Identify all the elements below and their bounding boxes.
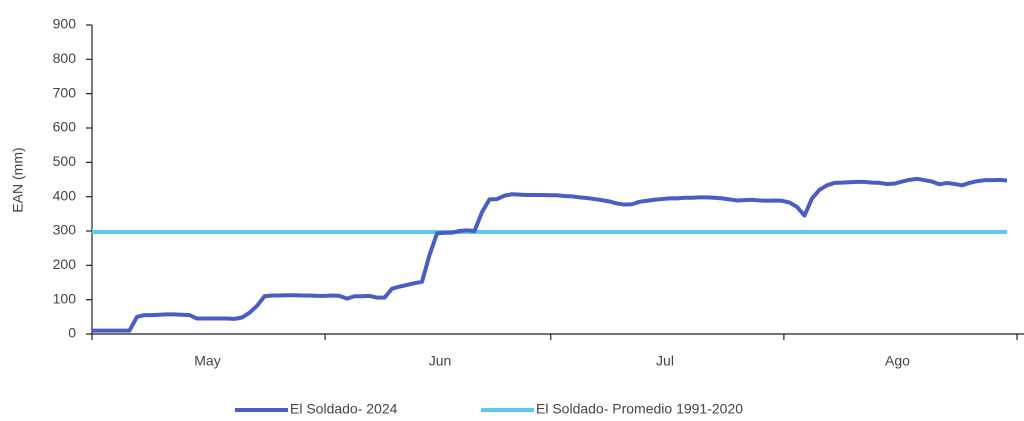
y-tick-label: 900 <box>53 16 77 32</box>
legend-label: El Soldado- 2024 <box>290 401 398 417</box>
y-tick-label: 400 <box>53 187 77 203</box>
x-tick-label: Ago <box>885 353 910 369</box>
y-tick-label: 700 <box>53 84 77 100</box>
y-tick-label: 200 <box>53 256 77 272</box>
x-tick-label: May <box>194 353 220 369</box>
y-tick-label: 300 <box>53 222 77 238</box>
y-axis-label: EAN (mm) <box>10 147 26 212</box>
y-tick-label: 500 <box>53 153 77 169</box>
legend-label: El Soldado- Promedio 1991-2020 <box>536 401 743 417</box>
x-tick-label: Jun <box>429 353 452 369</box>
y-tick-label: 800 <box>53 50 77 66</box>
y-tick-label: 0 <box>68 325 76 341</box>
y-tick-label: 100 <box>53 290 77 306</box>
x-tick-label: Jul <box>656 353 674 369</box>
y-tick-label: 600 <box>53 119 77 135</box>
series-line <box>92 176 1008 333</box>
